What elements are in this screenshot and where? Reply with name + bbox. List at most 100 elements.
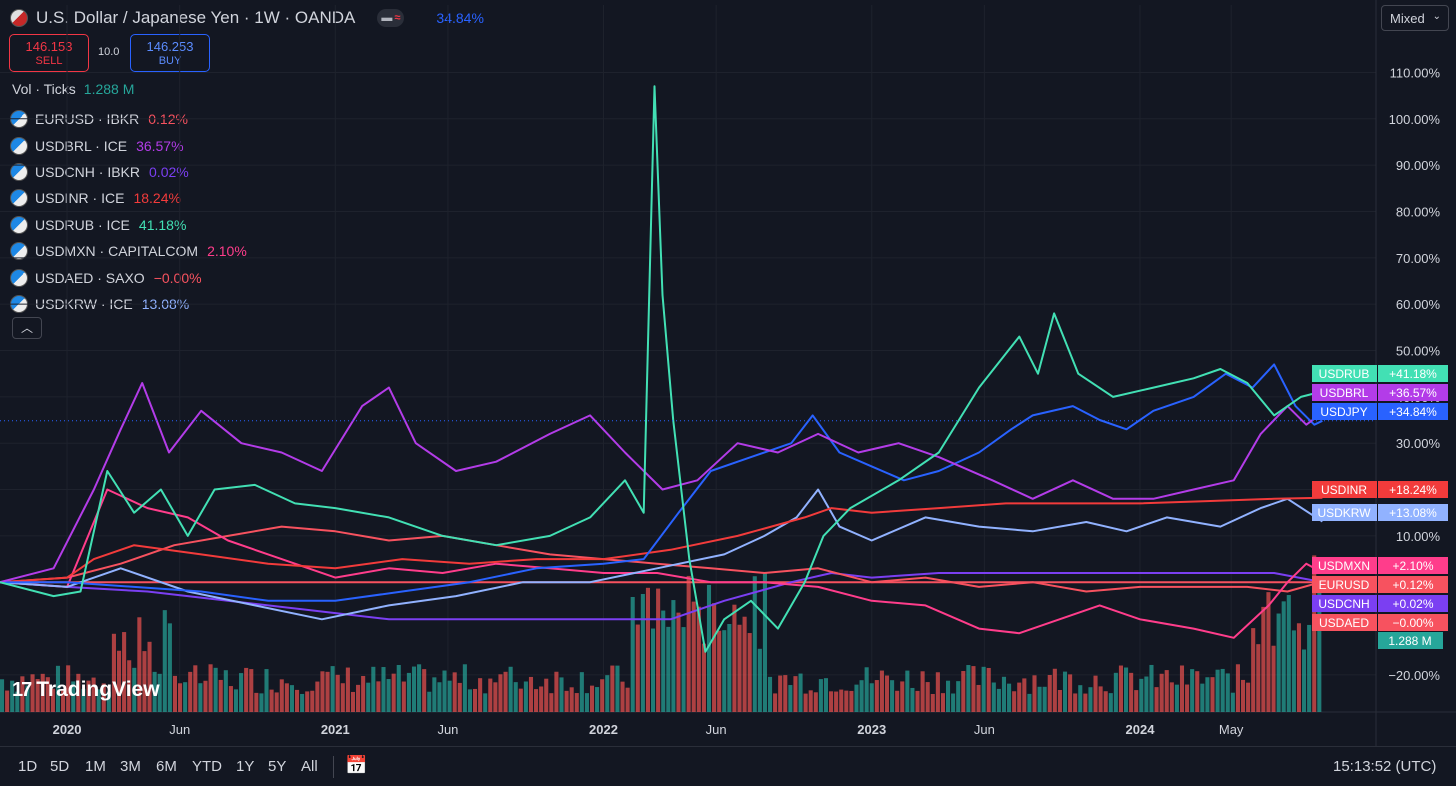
legend-item-pct: −0.00% [153,269,202,286]
buy-button[interactable]: 146.253 BUY [130,34,210,72]
price-tag-value: +2.10% [1392,559,1433,573]
volume-bar [411,666,417,712]
price-tag-value-bg [1378,595,1448,612]
volume-bar [91,677,96,712]
calendar-icon[interactable]: 📅 [345,755,368,775]
price-chart[interactable]: 110.00% 100.00% 90.00% 80.00% 70.00% 60.00% 50… [0,0,1456,746]
tf-6m-button[interactable]: 6M [156,758,177,775]
volume-bar [915,690,920,712]
sell-button[interactable]: 146.153 SELL [9,34,89,72]
legend-item-name: USDCNH · IBKR [35,163,141,180]
volume-bar [986,667,991,712]
volume-bar [239,673,244,712]
legend-item-usdcnh[interactable]: USDCNH · IBKR 0.02% [10,159,247,185]
tradingview-logo: 17 TradingView [12,678,160,702]
volume-bar [864,667,869,712]
volume-bar [584,693,589,712]
y-tick-label: 50.00% [1396,344,1441,359]
price-tag-name-bg [1312,614,1377,631]
price-tag-value: +0.02% [1392,597,1433,611]
volume-bar [1042,686,1047,712]
volume-bar [722,630,727,712]
buy-price: 146.253 [146,39,194,54]
volume-bar [803,693,808,712]
volume-bar [686,575,691,712]
volume-bar [737,624,742,712]
price-tag-value-bg [1378,403,1448,420]
volume-bar [910,687,915,712]
volume-bar [259,693,264,712]
collapse-legend-button[interactable]: ︿ [12,317,42,339]
volume-bar [1093,675,1098,712]
legend-item-usdrub[interactable]: USDRUB · ICE 41.18% [10,212,247,238]
price-tag-name-bg [1312,576,1377,593]
clock[interactable]: 15:13:52 (UTC) [1333,758,1437,775]
tf-1d-button[interactable]: 1D [18,758,38,775]
tf-all-button[interactable]: All [301,758,318,775]
volume-bar [762,573,767,712]
volume-bar [900,681,905,712]
volume-bar [1179,665,1185,712]
currency-flag-icon [10,136,28,155]
volume-bar [1281,601,1286,712]
tf-1m-button[interactable]: 1M [85,758,106,775]
volume-bar [539,686,544,712]
tf-5y-button[interactable]: 5Y [268,758,287,775]
price-tag-value: +13.08% [1389,506,1437,520]
series-line-usdrub [0,85,1323,653]
volume-bar [1012,691,1017,712]
volume-legend[interactable]: Vol · Ticks 1.288 M [12,81,134,97]
volume-bar [971,666,976,712]
volume-bar [198,683,203,712]
volume-bar [767,676,773,712]
legend-item-usdinr[interactable]: USDINR · ICE 18.24% [10,185,247,211]
volume-bar [676,612,681,712]
legend-item-usdbrl[interactable]: USDBRL · ICE 36.57% [10,132,247,158]
dash-icon[interactable]: ▬ [381,12,393,24]
chart-mode-pill[interactable]: ▬ ≈ [377,9,405,27]
volume-bar [712,603,717,712]
volume-bar [1073,693,1078,712]
volume-label: Vol · Ticks [12,81,76,97]
volume-bar [1022,678,1027,712]
price-tag-value-bg [1378,384,1448,401]
volume-bar [472,688,478,712]
symbol-title[interactable]: U.S. Dollar / Japanese Yen · 1W · OANDA [36,8,356,27]
volume-bar [254,692,259,712]
volume-bar [625,687,630,712]
legend-item-usdmxn[interactable]: USDMXN · CAPITALCOM 2.10% [10,238,247,264]
volume-bar [930,693,935,712]
price-tag-value: +34.84% [1389,405,1437,419]
tf-1y-button[interactable]: 1Y [236,758,255,775]
volume-bar [1103,691,1108,712]
volume-bar [233,689,239,712]
volume-bar [1291,630,1296,712]
price-tag-name: USDCNH [1318,597,1369,611]
usd-jpy-flag-icon [10,9,28,27]
volume-bar [579,672,584,712]
tf-ytd-button[interactable]: YTD [192,758,222,775]
tf-5d-button[interactable]: 5D [50,758,70,775]
volume-bar [371,666,376,712]
volume-bar [844,690,849,712]
volume-bar [1174,684,1179,712]
scale-mode-select[interactable]: Mixed ⌄ [1381,5,1449,31]
volume-bar [1230,692,1235,712]
volume-bar [1139,678,1144,712]
volume-bar [462,664,467,712]
tf-3m-button[interactable]: 3M [120,758,141,775]
volume-bar [656,588,661,712]
legend-item-usdaed[interactable]: USDAED · SAXO −0.00% [10,264,247,290]
volume-bar [503,671,508,712]
price-tag-name-bg [1312,481,1377,498]
price-tag-name-bg [1312,403,1377,420]
volume-bar [859,680,864,712]
approx-icon[interactable]: ≈ [394,12,401,24]
price-tag-value-bg [1378,557,1448,574]
volume-bar [920,671,925,712]
volume-bar [483,693,488,712]
price-tag-value-bg [1378,576,1448,593]
volume-bar [615,665,620,712]
volume-bar [1017,682,1022,712]
price-tag-value: +36.57% [1389,386,1437,400]
